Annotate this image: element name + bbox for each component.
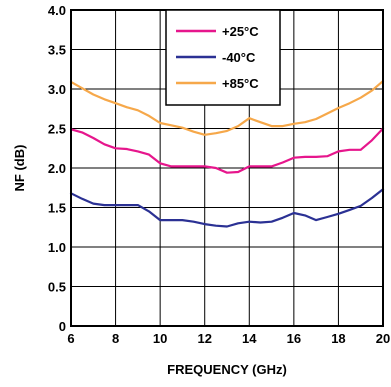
y-tick-label-1.5: 1.5 [48,201,66,216]
x-tick-label-10: 10 [153,331,167,346]
legend-label-1: +25°C [222,24,259,39]
y-axis-title: NF (dB) [12,145,27,192]
x-axis-title: FREQUENCY (GHz) [167,362,287,377]
x-tick-label-20: 20 [376,331,390,346]
x-tick-label-8: 8 [112,331,119,346]
series-line-3 [69,79,385,136]
y-tick-label-3.5: 3.5 [48,43,66,58]
y-tick-label-4.0: 4.0 [48,3,66,18]
series-line-2 [69,188,385,228]
x-tick-label-14: 14 [242,331,257,346]
legend-label-3: +85°C [222,76,259,91]
legend-label-2: -40°C [222,50,256,65]
y-tick-label-0: 0 [59,319,66,334]
series-layer [69,79,385,228]
y-tick-label-2.0: 2.0 [48,161,66,176]
x-tick-label-6: 6 [67,331,74,346]
x-tick-label-16: 16 [287,331,301,346]
y-tick-label-2.5: 2.5 [48,122,66,137]
x-tick-label-12: 12 [197,331,211,346]
tick-labels: 6 8 10 12 14 16 18 20 0 0.5 1.0 1.5 2.0 2.5 3.0 3.5 4.0 [48,3,390,346]
y-tick-label-1.0: 1.0 [48,240,66,255]
y-tick-label-3.0: 3.0 [48,82,66,97]
x-tick-label-18: 18 [331,331,345,346]
series-line-1 [69,127,385,174]
legend: +25°C -40°C +85°C [165,9,281,106]
y-tick-label-0.5: 0.5 [48,280,66,295]
